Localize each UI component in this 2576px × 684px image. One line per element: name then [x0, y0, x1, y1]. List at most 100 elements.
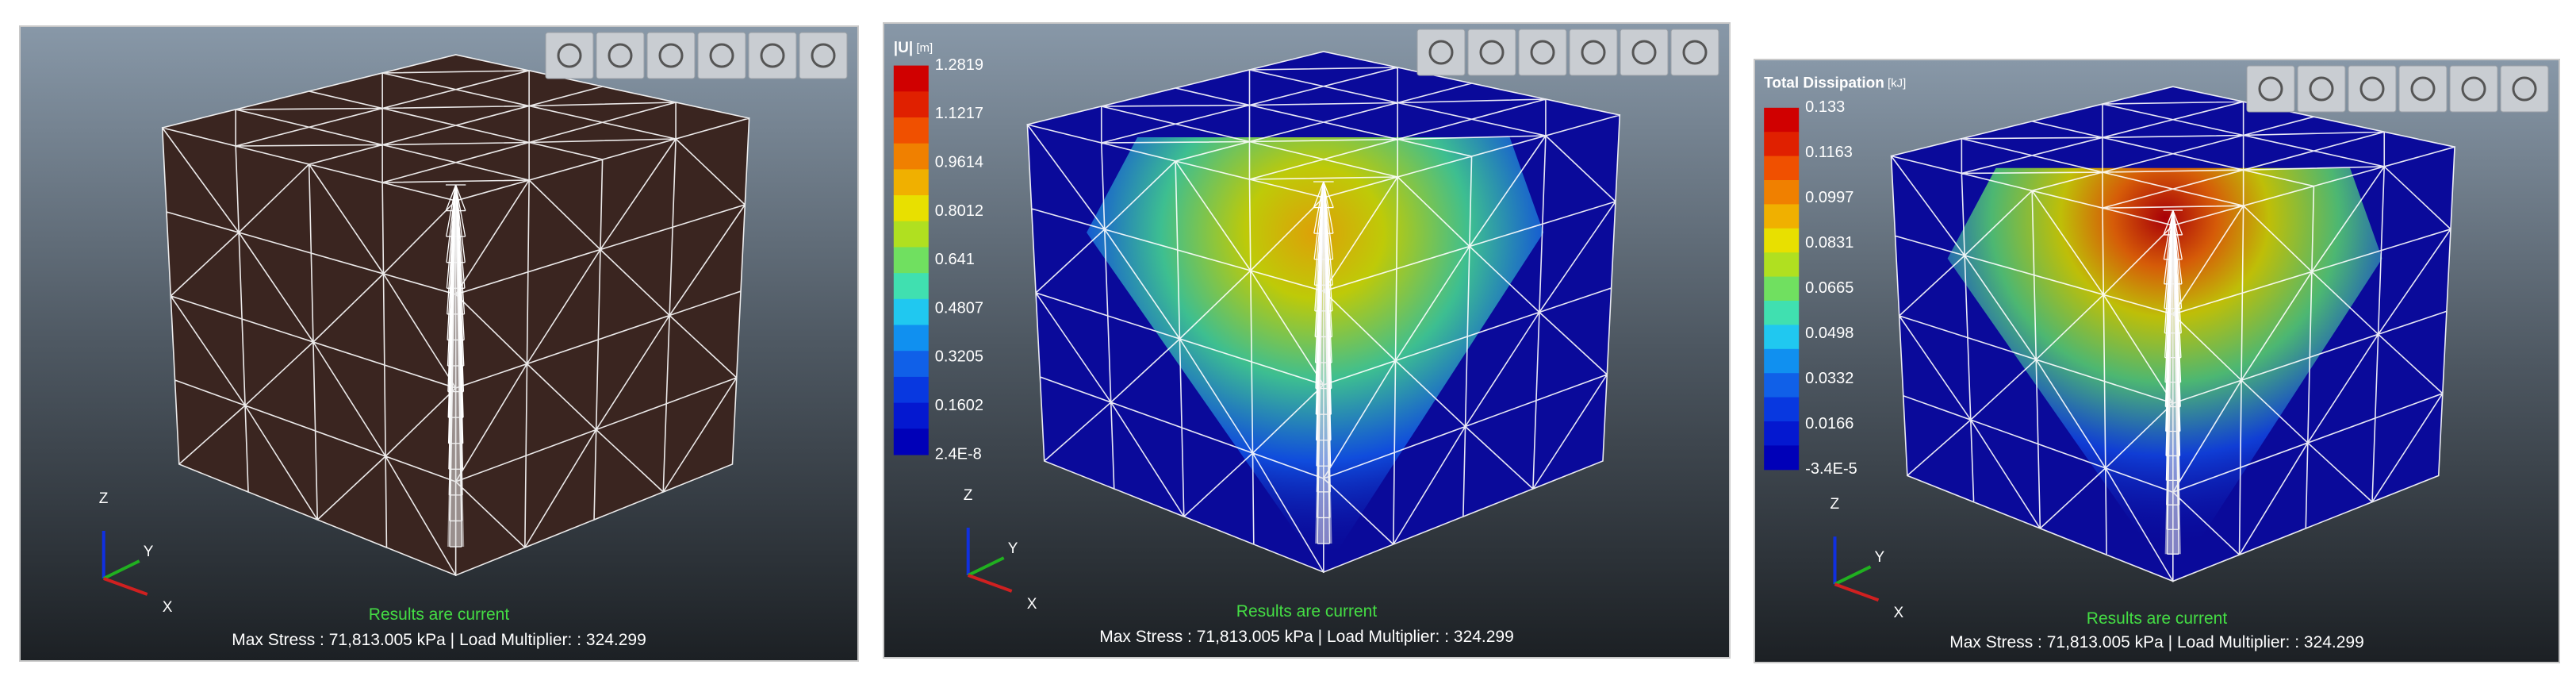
legend-label: 0.133 [1805, 98, 1845, 116]
toolbar-button[interactable] [1416, 29, 1466, 76]
axis-y [967, 556, 1005, 577]
info-text: Max Stress : 71,813.005 kPa | Load Multi… [232, 631, 646, 649]
legend-band [1764, 156, 1800, 181]
mesh-face [162, 128, 456, 575]
legend-band [893, 298, 929, 326]
legend-band [1764, 325, 1800, 350]
axis-label-z: Z [964, 487, 973, 504]
toolbar-button-bg [2348, 65, 2397, 113]
toolbar-button-bg [646, 32, 696, 79]
toolbar-button-bg [545, 32, 594, 79]
legend-band [1764, 373, 1800, 398]
legend-band [1764, 204, 1800, 229]
axis-label-x: X [1027, 596, 1037, 613]
viewport-panel: Total Dissipation [kJ] 0.133 0.1163 0.0997 0… [1754, 59, 2560, 663]
legend-label: 0.0498 [1805, 325, 1853, 342]
toolbar-button[interactable] [748, 32, 797, 79]
toolbar-button-bg [2398, 65, 2448, 113]
toolbar-button-bg [2297, 65, 2346, 113]
legend-label: 0.4807 [935, 299, 983, 317]
toolbar-icon [2410, 76, 2436, 102]
legend-band [1764, 397, 1800, 422]
toolbar-button[interactable] [545, 32, 594, 79]
legend-title: Total Dissipation [kJ] [1764, 75, 1906, 91]
status-text: Results are current [1236, 602, 1378, 621]
toolbar-button[interactable] [596, 32, 645, 79]
legend-label: 0.0166 [1805, 415, 1853, 432]
legend-band [893, 65, 929, 92]
toolbar-icon [658, 43, 684, 68]
toolbar-button[interactable] [2449, 65, 2498, 113]
legend-title: |U| [m] [894, 40, 933, 56]
toolbar-button[interactable] [2297, 65, 2346, 113]
axis-label-x: X [1894, 605, 1904, 621]
legend-label: 0.9614 [935, 153, 983, 171]
legend-band [893, 91, 929, 118]
axis-label-y: Y [144, 544, 154, 560]
legend-band [1764, 276, 1800, 302]
legend-band [893, 247, 929, 274]
axis-label-x: X [163, 599, 173, 616]
toolbar-icon [1682, 40, 1708, 65]
legend-band [1764, 132, 1800, 157]
toolbar-button-bg [596, 32, 645, 79]
toolbar-button[interactable] [2348, 65, 2397, 113]
toolbar-button[interactable] [1670, 29, 1719, 76]
result-contour [1087, 137, 1544, 572]
toolbar-icon [2258, 76, 2283, 102]
toolbar-button-bg [1416, 29, 1466, 76]
status-text: Results are current [369, 605, 510, 624]
toolbar-button[interactable] [1569, 29, 1618, 76]
toolbar-button[interactable] [1620, 29, 1669, 76]
legend-band [1764, 180, 1800, 205]
toolbar-icon [1631, 40, 1657, 65]
toolbar-button[interactable] [646, 32, 696, 79]
mesh-lines [1890, 86, 2455, 582]
legend-label: -3.4E-5 [1805, 460, 1857, 478]
info-text: Max Stress : 71,813.005 kPa | Load Multi… [1099, 628, 1514, 646]
toolbar-button[interactable] [1518, 29, 1567, 76]
toolbar-icon [1530, 40, 1555, 65]
status-text: Results are current [2087, 609, 2228, 628]
legend-band [1764, 301, 1800, 325]
axis-y [1834, 565, 1872, 586]
toolbar-button[interactable] [2246, 65, 2295, 113]
legend-unit: [m] [913, 41, 933, 55]
toolbar-icon [2461, 76, 2486, 102]
pile [2164, 210, 2181, 555]
toolbar-icon [1428, 40, 1454, 65]
legend-band [893, 351, 929, 378]
mesh-lines [161, 54, 750, 577]
toolbar-button-bg [2246, 65, 2295, 113]
toolbar-button-bg [748, 32, 797, 79]
result-contour [1947, 167, 2382, 582]
toolbar-button[interactable] [2398, 65, 2448, 113]
axis-label-z: Z [99, 490, 109, 507]
axis-label-y: Y [1875, 549, 1885, 566]
legend-label: 0.8012 [935, 202, 983, 220]
toolbar-icon [760, 43, 785, 68]
legend-label: 1.1217 [935, 105, 983, 122]
legend-label: 0.0332 [1805, 370, 1853, 387]
axis-label-z: Z [1830, 496, 1840, 513]
toolbar-button[interactable] [799, 32, 848, 79]
axis-x [1834, 582, 1880, 602]
toolbar-icon [1581, 40, 1606, 65]
legend-band [1764, 348, 1800, 374]
toolbar-button-bg [697, 32, 746, 79]
legend-band [893, 376, 929, 404]
toolbar-button-bg [1670, 29, 1719, 76]
info-text: Max Stress : 71,813.005 kPa | Load Multi… [1949, 633, 2364, 651]
legend-label: 0.641 [935, 251, 975, 268]
toolbar-button[interactable] [1467, 29, 1516, 76]
legend-band [893, 273, 929, 300]
toolbar-button[interactable] [697, 32, 746, 79]
legend-band [893, 143, 929, 170]
toolbar-button-bg [1620, 29, 1669, 76]
toolbar-icon [2512, 76, 2537, 102]
legend-label: 0.1163 [1805, 144, 1853, 161]
toolbar-button[interactable] [2500, 65, 2549, 113]
legend-band [893, 117, 929, 144]
pile [1315, 182, 1332, 544]
